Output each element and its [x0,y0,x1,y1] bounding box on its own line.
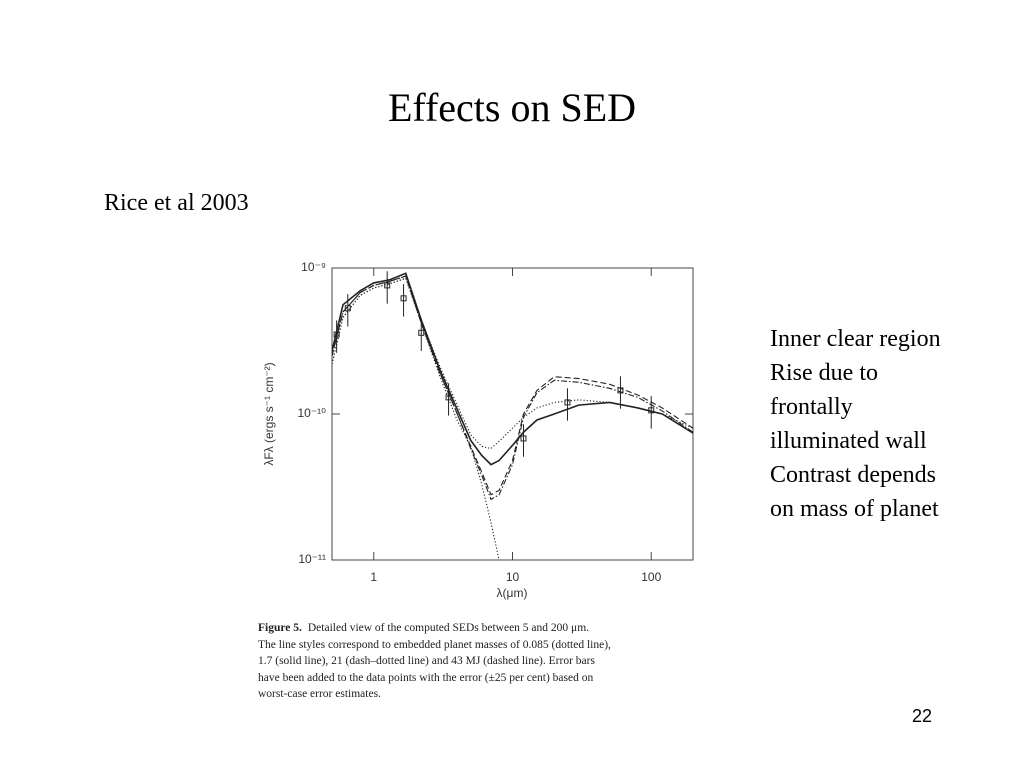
note-line: Contrast depends [770,462,936,488]
chart: λ(μm) λFλ (ergs s⁻¹ cm⁻²) 1 10 100 10⁻¹¹ 10⁻… [262,260,694,600]
data-point [564,399,571,406]
notes: Inner clear region Rise due to frontally il… [770,322,941,526]
x-tick-label: 1 [370,570,377,584]
data-point [418,329,425,336]
note-line: Rise due to [770,360,878,386]
data-point [617,387,624,394]
caption-line: worst-case error estimates. [258,688,381,700]
series-line [332,272,693,466]
y-tick-label: 10⁻¹⁰ [298,406,327,420]
series-line [332,277,693,450]
data-point [384,282,391,289]
y-tick-label: 10⁻⁹ [301,260,326,274]
data-point [520,435,527,442]
data-point [333,331,340,338]
note-line: frontally [770,394,853,420]
plot-area [332,271,693,560]
x-tick-label: 100 [641,570,661,584]
x-tick-label: 10 [506,570,520,584]
caption-line: 1.7 (solid line), 21 (dash–dotted line) … [258,655,595,667]
data-point [445,394,452,401]
series-line [332,275,693,496]
x-axis-label: λ(μm) [497,586,528,600]
data-point [648,407,655,414]
data-point [400,295,407,302]
series-line [332,277,500,560]
caption-line: Detailed view of the computed SEDs betwe… [307,622,590,634]
plot-frame [331,267,694,561]
caption-line: The line styles correspond to embedded p… [258,638,611,651]
page-number: 22 [912,706,933,726]
caption-label: Figure 5. [258,622,302,634]
source: Rice et al 2003 [104,190,249,216]
y-axis-label: λFλ (ergs s⁻¹ cm⁻²) [262,362,276,465]
y-tick-label: 10⁻¹¹ [298,552,326,566]
data-point [344,305,351,312]
note-line: Inner clear region [770,326,941,352]
caption: Figure 5. Detailed view of the computed S… [258,620,708,703]
note-line: illuminated wall [770,428,927,454]
note-line: on mass of planet [770,496,939,522]
series-line [332,275,693,501]
slide-title: Effects on SED [387,85,637,130]
caption-line: have been added to the data points with … [258,671,594,684]
